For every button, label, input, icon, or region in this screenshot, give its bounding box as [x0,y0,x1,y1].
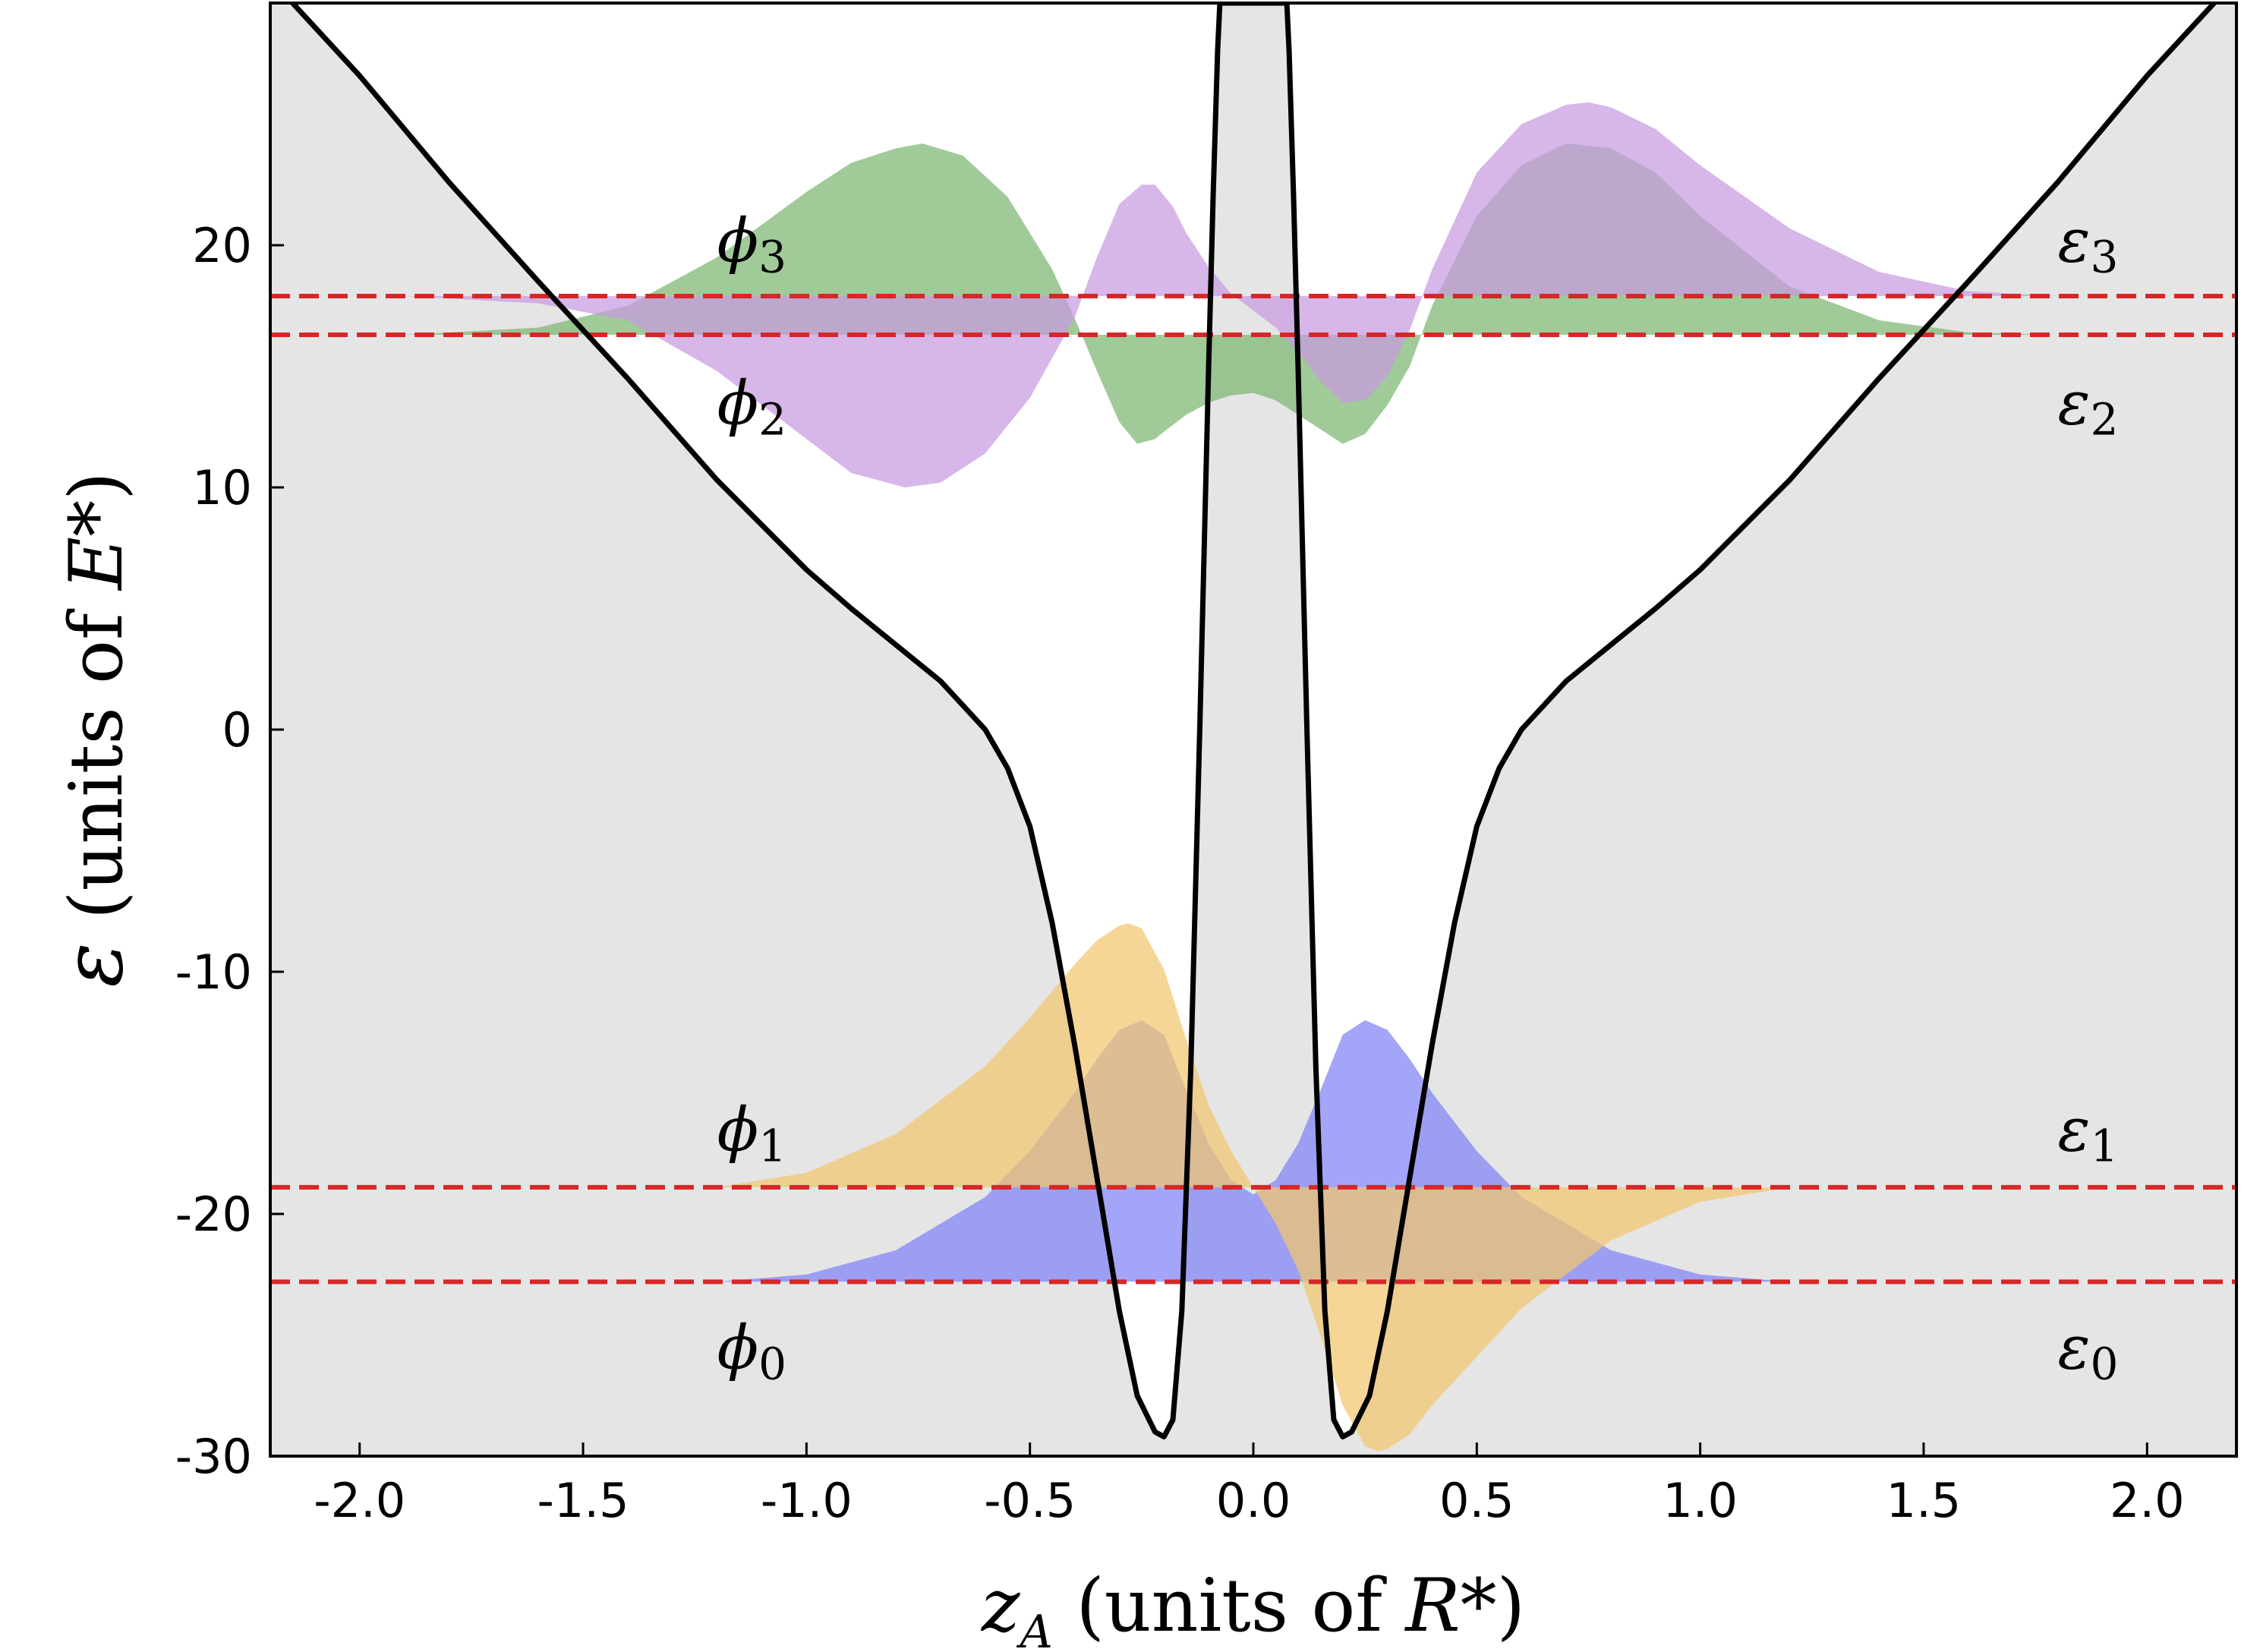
phi-label-2: ϕ2 [717,367,786,445]
x-tick-label: 0.5 [1439,1473,1514,1528]
energy-level-layer [270,293,2236,1285]
phi-label-0: ϕ0 [717,1312,786,1389]
phi-label-3: ϕ3 [717,206,786,283]
potential-curve [290,3,2217,1439]
y-tick-label: -20 [175,1187,252,1242]
plot-area [270,3,2236,1456]
wavefunction-phi2 [404,102,2103,488]
tick-layer: -2.0 -1.5 -1.0 -0.5 0.0 0.5 1.0 1.5 2.0 -30 -20 -10… [175,218,2185,1528]
epsilon-label-2: ε2 [2058,367,2119,445]
epsilon-label-1: ε1 [2058,1094,2119,1171]
forbidden-region-layer [270,3,2236,1456]
forbidden-region [270,3,2236,1456]
y-tick-label: 10 [192,460,252,515]
phi-label-1: ϕ1 [717,1094,786,1171]
x-tick-label: -1.0 [761,1473,853,1528]
x-tick-label: -2.0 [314,1473,405,1528]
x-tick-label: 2.0 [2110,1473,2185,1528]
epsilon-label-0: ε0 [2058,1312,2119,1389]
epsilon-label-3: ε3 [2058,206,2119,283]
y-tick-label: -10 [175,944,252,1000]
level-label-layer: ϕ0 ϕ1 ϕ2 ϕ3 ε0 ε1 ε2 ε3 [717,206,2119,1390]
x-tick-label: 0.0 [1216,1473,1291,1528]
x-tick-label: -0.5 [984,1473,1076,1528]
y-tick-label: 20 [192,218,252,273]
x-axis-label: zA (units of R*) [981,1563,1525,1652]
y-tick-label: -30 [175,1429,252,1484]
wavefunction-layer [404,102,2103,1452]
x-tick-label: 1.5 [1886,1473,1962,1528]
y-tick-label: 0 [222,702,252,758]
y-axis-label: ε (units of E*) [44,471,141,987]
wavefunction-phi1 [717,923,1790,1452]
x-tick-label: -1.5 [537,1473,629,1528]
potential-layer [290,3,2217,1439]
x-tick-label: 1.0 [1663,1473,1738,1528]
